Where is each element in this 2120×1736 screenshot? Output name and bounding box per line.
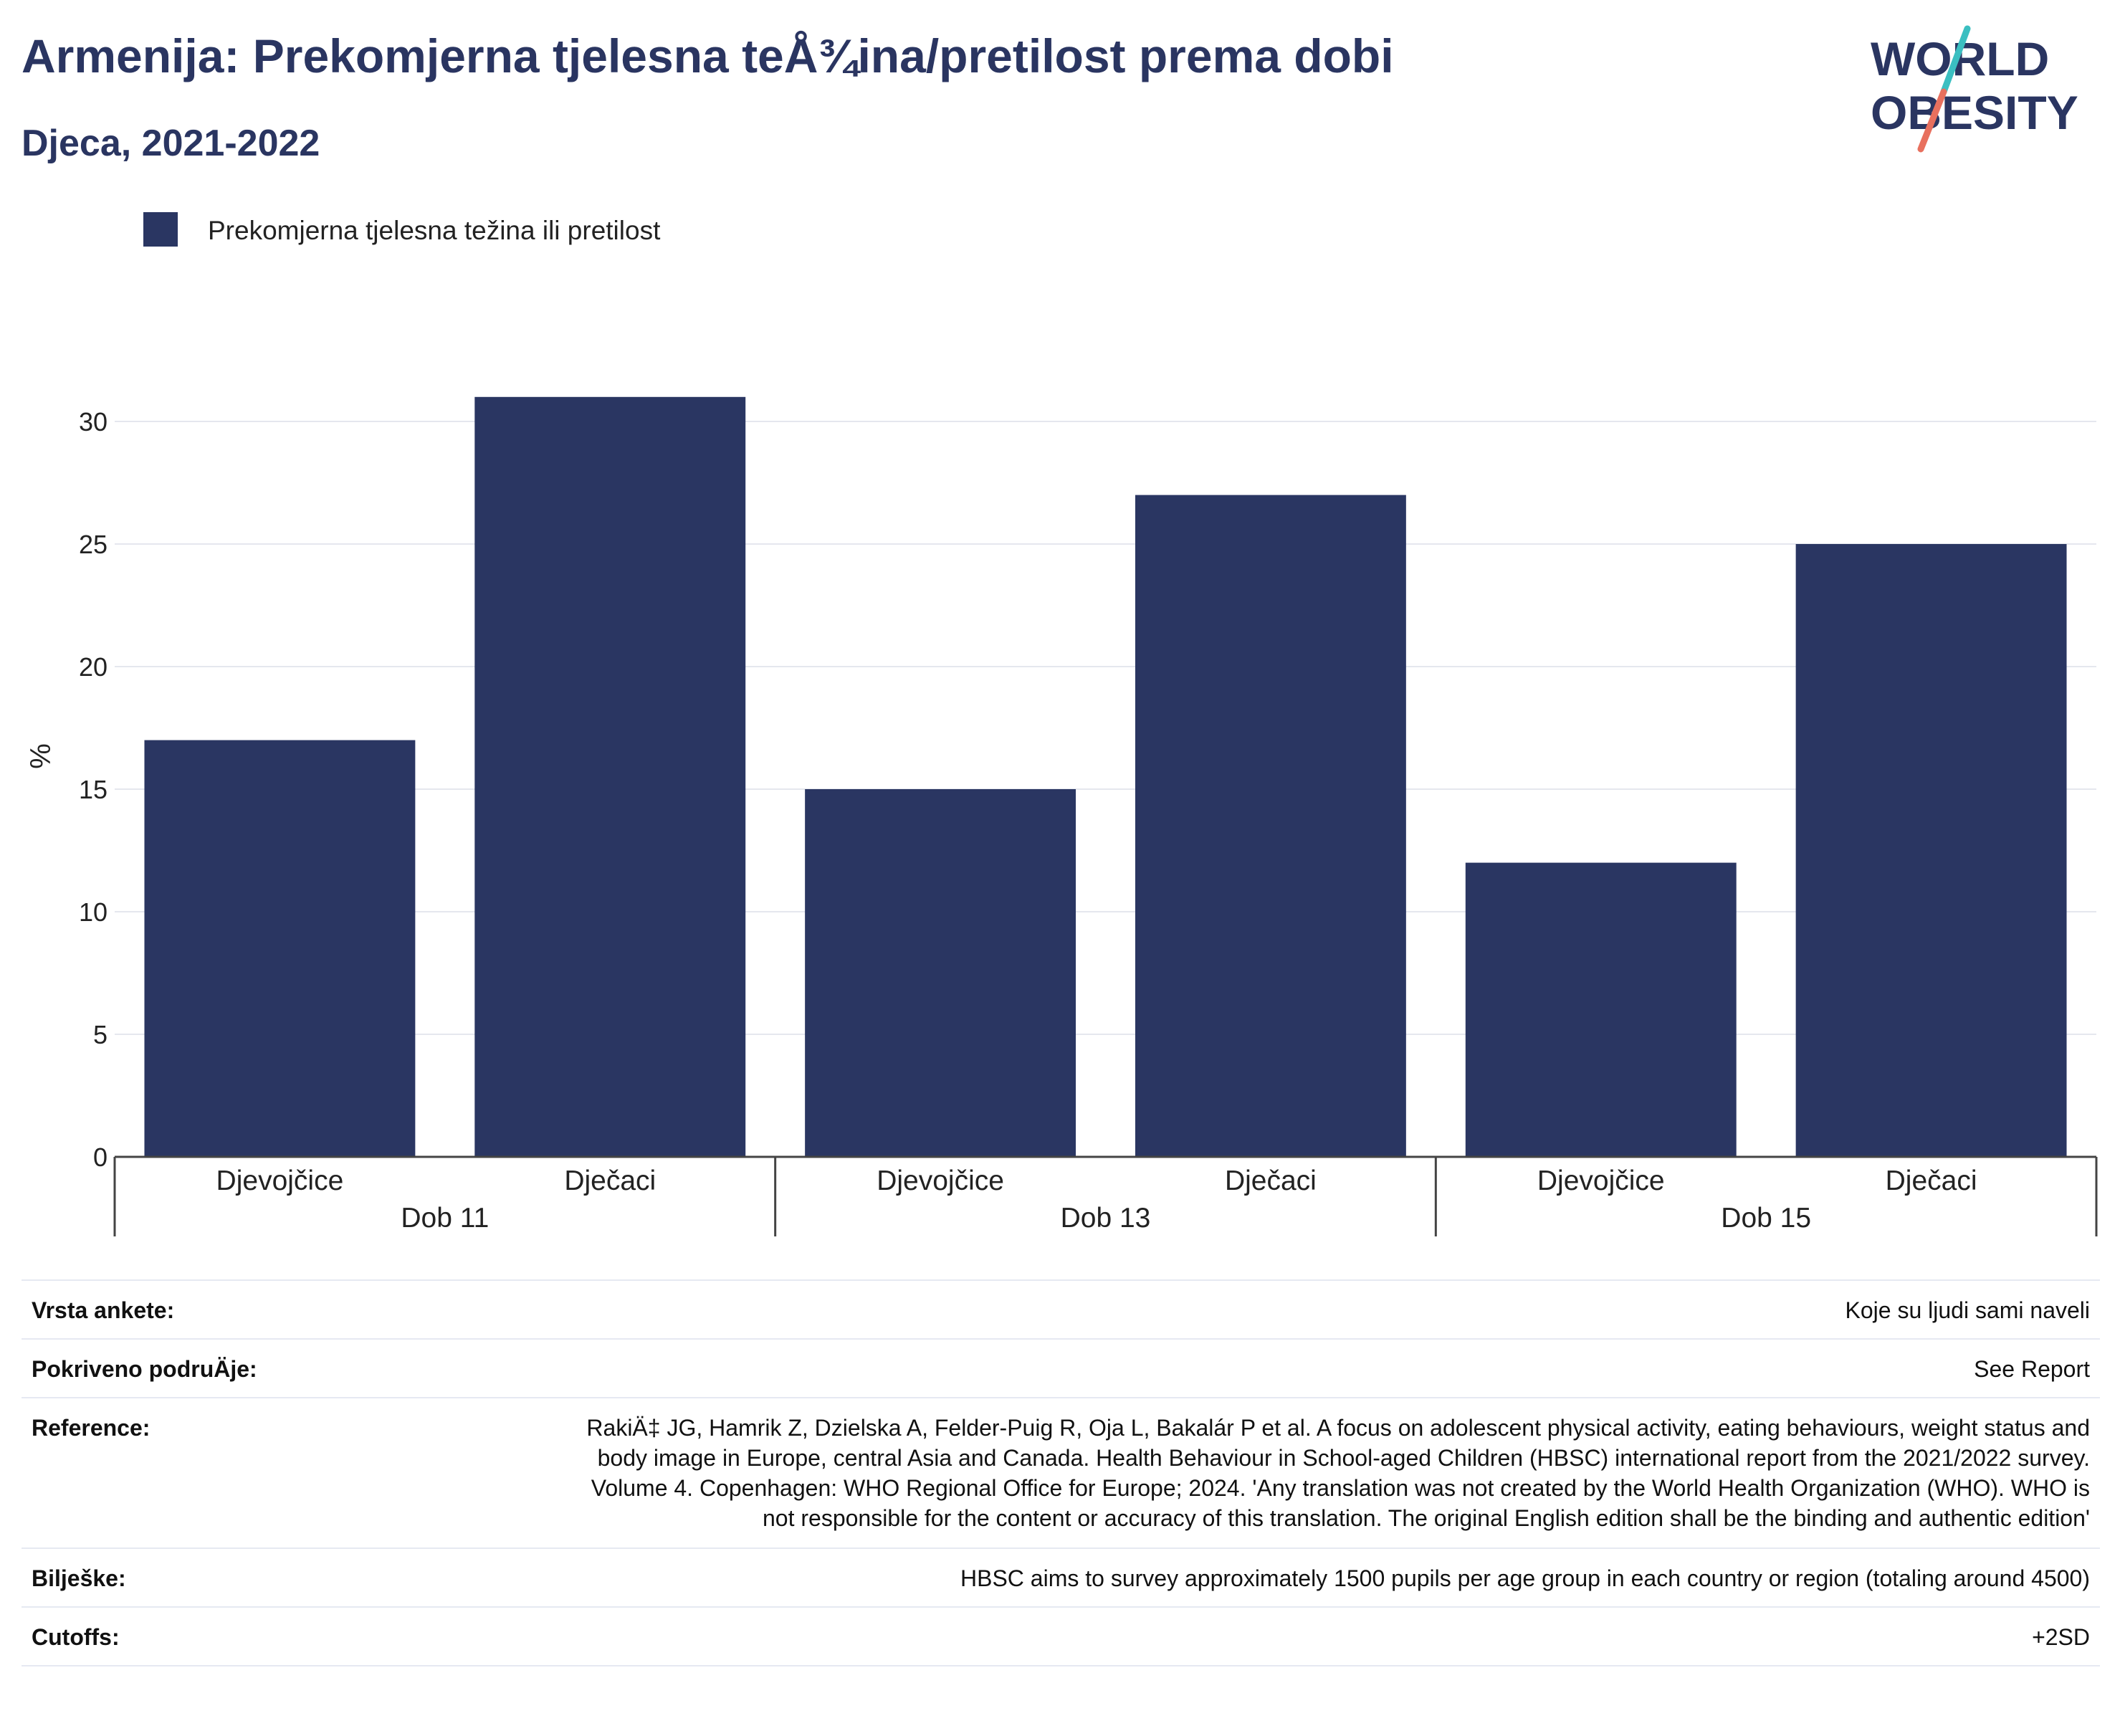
x-category-label: Dječaci <box>564 1165 656 1196</box>
info-value: HBSC aims to survey approximately 1500 p… <box>543 1547 2100 1608</box>
x-category-label: Dječaci <box>1225 1165 1317 1196</box>
bar <box>1465 862 1737 1157</box>
x-group-label: Dob 13 <box>1061 1203 1151 1234</box>
info-label: Cutoffs: <box>22 1606 543 1666</box>
x-category-label: Dječaci <box>1886 1165 1977 1196</box>
axis-labels: 0 5 10 15 20 25 30 Djevojčice Dječaci Djevojčice D… <box>79 407 1977 1234</box>
y-tick-label: 15 <box>79 775 108 804</box>
info-label: Pokriveno podruÄje: <box>22 1338 543 1398</box>
bars <box>144 396 2067 1157</box>
bar <box>144 740 416 1157</box>
legend-swatch <box>143 212 178 247</box>
x-group-label: Dob 15 <box>1721 1203 1811 1234</box>
y-axis-title: % <box>25 743 57 769</box>
world-obesity-logo[interactable]: WORLD OBESITY <box>1863 22 2100 158</box>
info-label: Reference: <box>22 1397 543 1549</box>
info-label: Vrsta ankete: <box>22 1279 543 1340</box>
page-subtitle: Djeca, 2021-2022 <box>22 123 320 164</box>
y-tick-label: 0 <box>93 1143 108 1172</box>
x-category-label: Djevojčice <box>1537 1165 1665 1196</box>
info-value: +2SD <box>543 1606 2100 1666</box>
x-group-label: Dob 11 <box>401 1203 489 1234</box>
info-row: Vrsta ankete: Koje su ljudi sami naveli <box>22 1279 2100 1340</box>
axes <box>113 1155 2098 1236</box>
info-label: Bilješke: <box>22 1547 543 1608</box>
bar <box>1135 495 1406 1157</box>
info-value: See Report <box>543 1338 2100 1398</box>
bar <box>805 789 1076 1157</box>
bar <box>474 396 746 1157</box>
y-tick-label: 30 <box>79 407 108 437</box>
y-tick-label: 20 <box>79 652 108 682</box>
y-tick-label: 10 <box>79 897 108 927</box>
info-row: Cutoffs: +2SD <box>22 1606 2100 1666</box>
bar <box>1795 544 2067 1157</box>
info-value: RakiÄ‡ JG, Hamrik Z, Dzielska A, Felder-… <box>543 1397 2100 1549</box>
info-row: Bilješke: HBSC aims to survey approximate… <box>22 1547 2100 1608</box>
info-table: Vrsta ankete: Koje su ljudi sami naveli Po… <box>22 1279 2100 1666</box>
y-tick-label: 5 <box>93 1020 108 1049</box>
logo-slash-top <box>1940 25 1971 95</box>
logo-word-obesity: OBESITY <box>1871 86 2078 139</box>
x-category-label: Djevojčice <box>877 1165 1004 1196</box>
logo-slash-bottom <box>1917 88 1947 153</box>
y-tick-label: 25 <box>79 530 108 559</box>
info-value: Koje su ljudi sami naveli <box>543 1279 2100 1340</box>
info-row: Pokriveno podruÄje: See Report <box>22 1338 2100 1398</box>
gridlines <box>115 421 2096 1035</box>
chart-legend[interactable]: Prekomjerna tjelesna težina ili pretilos… <box>143 212 661 247</box>
x-category-label: Djevojčice <box>216 1165 344 1196</box>
info-row: Reference: RakiÄ‡ JG, Hamrik Z, Dzielska … <box>22 1397 2100 1549</box>
page-title: Armenija: Prekomjerna tjelesna teÅ¾ina/p… <box>22 29 1394 82</box>
bar-chart: Prekomjerna tjelesna težina ili pretilos… <box>25 212 2098 1236</box>
legend-label: Prekomjerna tjelesna težina ili pretilos… <box>208 216 661 245</box>
